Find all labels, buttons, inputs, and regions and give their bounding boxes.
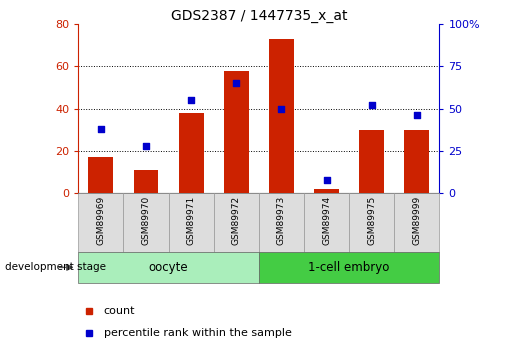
Bar — [259, 252, 439, 283]
Bar — [405, 130, 429, 193]
Bar — [169, 193, 214, 252]
Point — [368, 102, 376, 108]
Text: GSM89999: GSM89999 — [412, 196, 421, 245]
Text: oocyte: oocyte — [149, 261, 188, 274]
Text: GSM89974: GSM89974 — [322, 196, 331, 245]
Text: count: count — [104, 306, 135, 316]
Bar — [359, 130, 384, 193]
Bar — [259, 193, 304, 252]
Bar — [214, 193, 259, 252]
Text: GSM89975: GSM89975 — [367, 196, 376, 245]
Bar — [349, 193, 394, 252]
Bar — [123, 193, 169, 252]
Bar — [394, 193, 439, 252]
Bar — [78, 193, 123, 252]
Point — [97, 126, 105, 132]
Point — [413, 113, 421, 118]
Title: GDS2387 / 1447735_x_at: GDS2387 / 1447735_x_at — [171, 9, 347, 23]
Text: development stage: development stage — [5, 263, 106, 272]
Bar — [304, 193, 349, 252]
Text: GSM89973: GSM89973 — [277, 196, 286, 245]
Point — [142, 143, 150, 149]
Text: GSM89969: GSM89969 — [96, 196, 106, 245]
Bar — [78, 252, 259, 283]
Bar — [133, 170, 159, 193]
Point — [323, 177, 331, 183]
Text: GSM89970: GSM89970 — [141, 196, 150, 245]
Text: percentile rank within the sample: percentile rank within the sample — [104, 328, 291, 337]
Point — [277, 106, 285, 111]
Bar — [269, 39, 294, 193]
Text: GSM89971: GSM89971 — [187, 196, 195, 245]
Bar — [88, 157, 113, 193]
Bar — [224, 71, 248, 193]
Point — [232, 80, 240, 86]
Bar — [314, 189, 339, 193]
Text: GSM89972: GSM89972 — [232, 196, 241, 245]
Point — [187, 97, 195, 103]
Text: 1-cell embryo: 1-cell embryo — [309, 261, 390, 274]
Bar — [179, 113, 204, 193]
